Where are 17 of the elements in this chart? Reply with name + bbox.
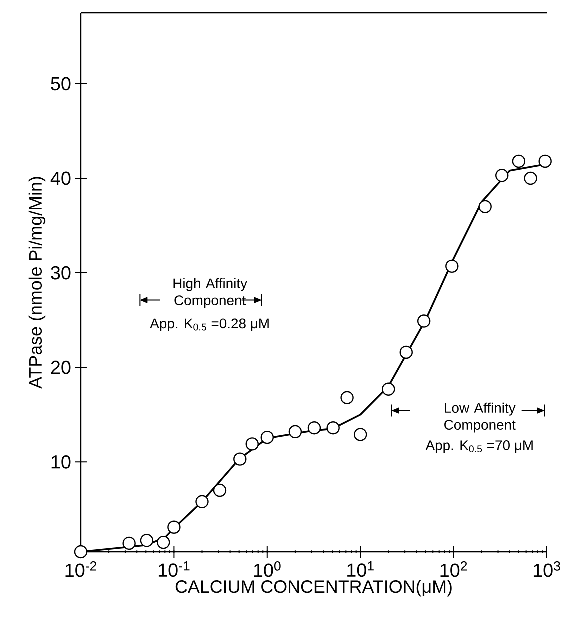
annotation: App. K$_{0.5}$ =70 μM (426, 440, 533, 454)
x-tick-label: 10$^{3}$ (534, 562, 560, 578)
y-tick-label: 30 (51, 266, 71, 280)
x-tick-label: 10$^{-2}$ (66, 562, 96, 578)
x-axis-title: CALCIUM CONCENTRATION(μM) (176, 580, 452, 597)
annotation: High Affinity Component (174, 278, 248, 308)
y-tick-label: 50 (51, 77, 71, 91)
annotation: App. K$_{0.5}$ =0.28 μM (150, 318, 269, 332)
y-tick-label: 10 (52, 455, 71, 469)
x-tick-label: 10$^{1}$ (348, 562, 374, 578)
x-tick-label: 10$^{2}$ (440, 562, 468, 578)
annotation: Low Affinity Component (444, 402, 516, 433)
y-tick-label: 40 (50, 172, 71, 186)
x-tick-label: 10$^{0}$ (254, 562, 281, 578)
y-tick-label: 20 (51, 360, 71, 374)
x-tick-label: 10$^{-1}$ (158, 562, 190, 578)
y-axis-title: ATPase (nmole Pi/mg/Min) (28, 177, 46, 389)
